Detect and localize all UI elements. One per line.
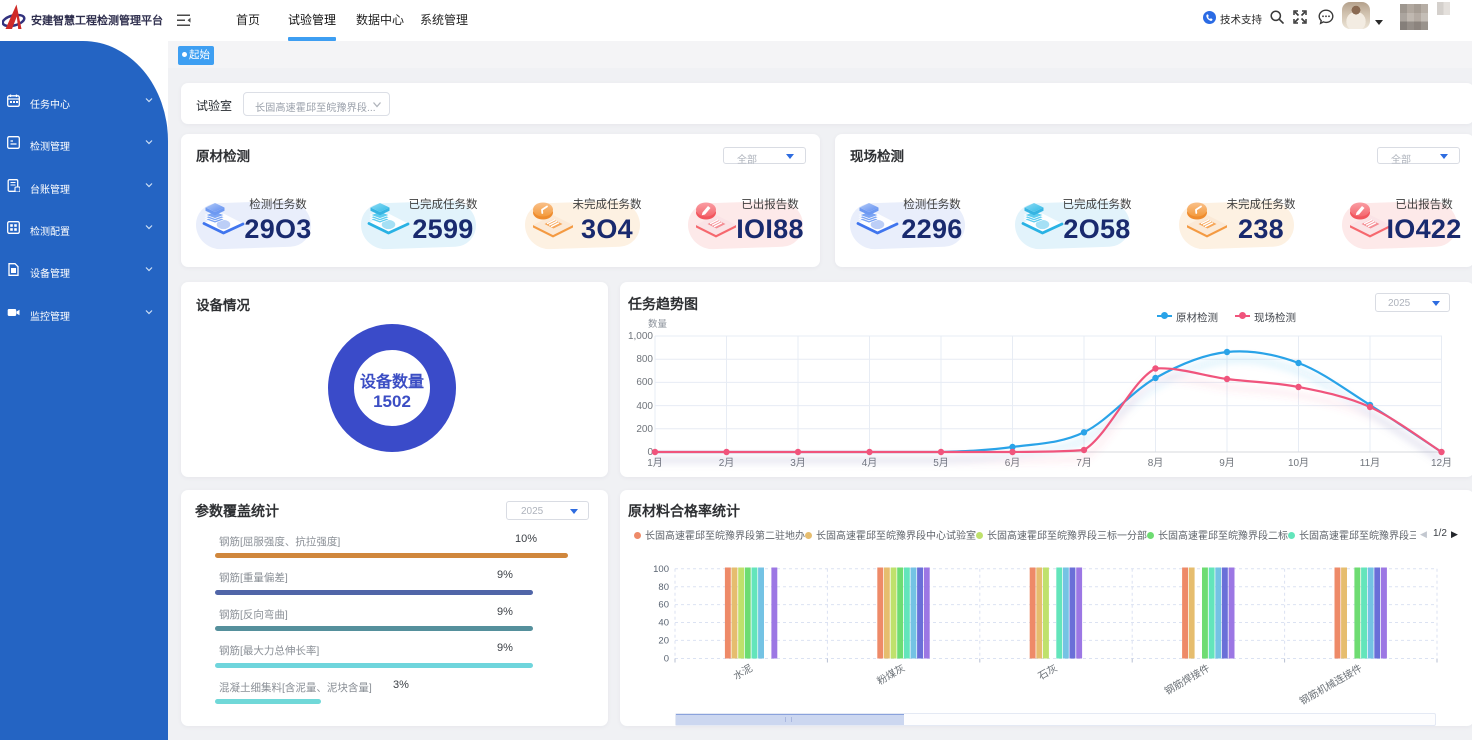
svg-text:11月: 11月 (1360, 457, 1380, 469)
svg-text:8月: 8月 (1148, 457, 1164, 469)
svg-text:800: 800 (636, 354, 653, 365)
svg-text:60: 60 (658, 600, 669, 611)
svg-text:10月: 10月 (1288, 457, 1309, 469)
svg-text:600: 600 (636, 377, 653, 388)
svg-text:钢筋机械连接件: 钢筋机械连接件 (1297, 661, 1364, 707)
svg-text:20: 20 (658, 636, 669, 647)
svg-text:水泥: 水泥 (731, 661, 755, 682)
svg-text:80: 80 (658, 582, 669, 593)
svg-text:1,000: 1,000 (628, 331, 653, 342)
svg-text:40: 40 (658, 618, 669, 629)
svg-text:400: 400 (636, 401, 653, 412)
svg-text:12月: 12月 (1431, 457, 1452, 469)
svg-text:200: 200 (636, 424, 653, 435)
svg-text:粉煤灰: 粉煤灰 (875, 661, 907, 687)
svg-text:100: 100 (653, 564, 669, 575)
svg-text:0: 0 (647, 447, 653, 458)
svg-text:0: 0 (664, 654, 669, 665)
svg-text:9月: 9月 (1219, 457, 1235, 469)
svg-text:石灰: 石灰 (1036, 661, 1060, 682)
svg-text:钢筋焊接件: 钢筋焊接件 (1162, 661, 1212, 697)
